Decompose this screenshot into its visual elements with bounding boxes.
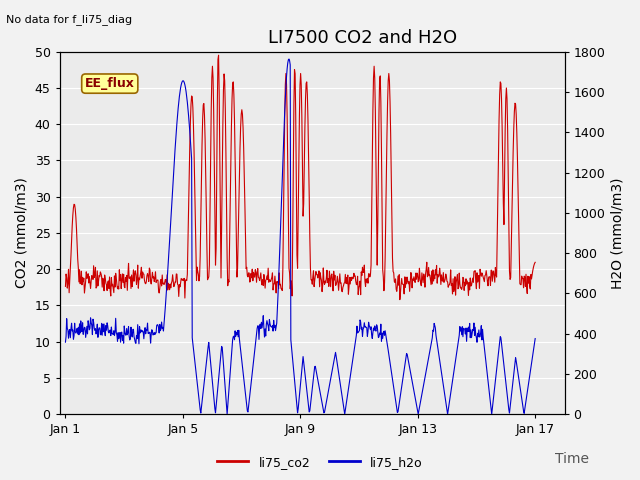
Text: No data for f_li75_diag: No data for f_li75_diag [6, 14, 132, 25]
Y-axis label: CO2 (mmol/m3): CO2 (mmol/m3) [15, 178, 29, 288]
Title: LI7500 CO2 and H2O: LI7500 CO2 and H2O [268, 29, 457, 48]
Text: EE_flux: EE_flux [85, 77, 134, 90]
Legend: li75_co2, li75_h2o: li75_co2, li75_h2o [212, 451, 428, 474]
Y-axis label: H2O (mmol/m3): H2O (mmol/m3) [611, 177, 625, 288]
Text: Time: Time [555, 452, 589, 466]
